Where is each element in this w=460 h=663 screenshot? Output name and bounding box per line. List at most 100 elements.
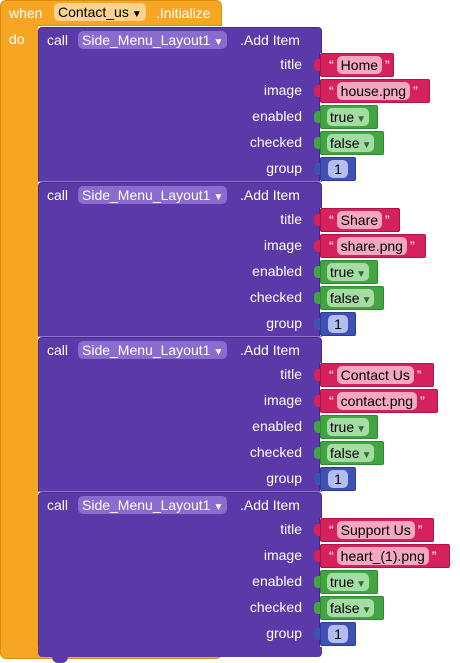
- string-value[interactable]: house.png: [336, 82, 411, 100]
- string-socket-plug: [314, 395, 320, 407]
- param-label-checked: checked: [249, 134, 302, 150]
- string-value[interactable]: Home: [336, 56, 383, 74]
- param-label-group: group: [266, 625, 302, 641]
- call-block-body: [38, 518, 320, 647]
- string-socket-plug: [314, 59, 320, 71]
- string-block-title[interactable]: “Contact Us”: [320, 363, 434, 387]
- boolean-block-checked[interactable]: false ▼: [320, 286, 384, 310]
- boolean-block-enabled[interactable]: true ▼: [320, 105, 378, 129]
- triangle-down-icon: ▼: [213, 37, 224, 48]
- number-value[interactable]: 1: [328, 315, 348, 333]
- number-value[interactable]: 1: [328, 160, 348, 178]
- call-label: call: [47, 342, 69, 358]
- param-label-image: image: [263, 82, 302, 98]
- boolean-dropdown[interactable]: true ▼: [327, 418, 370, 436]
- event-block-body: [0, 25, 38, 647]
- string-socket-plug: [314, 550, 320, 562]
- boolean-socket-plug: [314, 266, 320, 278]
- param-label-title: title: [280, 211, 302, 227]
- triangle-down-icon: ▼: [356, 579, 367, 590]
- boolean-value: true: [330, 419, 355, 435]
- string-value[interactable]: Contact Us: [336, 366, 414, 384]
- component-dropdown[interactable]: Side_Menu_Layout1 ▼: [78, 31, 228, 49]
- triangle-down-icon: ▼: [356, 269, 367, 280]
- param-label-image: image: [263, 547, 302, 563]
- open-quote: “: [329, 212, 334, 228]
- open-quote: “: [329, 548, 334, 564]
- param-label-group: group: [266, 315, 302, 331]
- open-quote: “: [329, 393, 334, 409]
- triangle-down-icon: ▼: [131, 9, 142, 20]
- string-block-image[interactable]: “heart_(1).png”: [320, 544, 450, 568]
- call-block-body: [38, 208, 320, 337]
- boolean-socket-plug: [314, 292, 320, 304]
- string-block-image[interactable]: “contact.png”: [320, 389, 438, 413]
- boolean-dropdown[interactable]: true ▼: [327, 108, 370, 126]
- string-block-title[interactable]: “Support Us”: [320, 518, 434, 542]
- string-value[interactable]: heart_(1).png: [336, 547, 429, 565]
- string-value[interactable]: share.png: [336, 237, 407, 255]
- string-block-title[interactable]: “Share”: [320, 208, 400, 232]
- boolean-block-enabled[interactable]: true ▼: [320, 260, 378, 284]
- boolean-block-checked[interactable]: false ▼: [320, 131, 384, 155]
- event-component-name: Contact_us: [58, 4, 129, 20]
- param-label-checked: checked: [249, 599, 302, 615]
- number-block-group[interactable]: 1: [320, 312, 356, 336]
- method-label: .Add Item: [240, 32, 300, 48]
- param-label-image: image: [263, 392, 302, 408]
- method-label: .Add Item: [240, 497, 300, 513]
- open-quote: “: [329, 83, 334, 99]
- boolean-dropdown[interactable]: false ▼: [327, 289, 375, 307]
- call-block-body: [38, 53, 320, 182]
- triangle-down-icon: ▼: [213, 502, 224, 513]
- triangle-down-icon: ▼: [361, 605, 372, 616]
- param-label-image: image: [263, 237, 302, 253]
- do-label: do: [9, 31, 25, 47]
- triangle-down-icon: ▼: [361, 295, 372, 306]
- boolean-block-enabled[interactable]: true ▼: [320, 415, 378, 439]
- when-label: when: [9, 5, 43, 21]
- param-label-title: title: [280, 521, 302, 537]
- string-value[interactable]: contact.png: [336, 392, 418, 410]
- component-name: Side_Menu_Layout1: [82, 187, 211, 203]
- boolean-block-enabled[interactable]: true ▼: [320, 570, 378, 594]
- number-block-group[interactable]: 1: [320, 157, 356, 181]
- number-socket-plug: [314, 628, 320, 640]
- boolean-dropdown[interactable]: false ▼: [327, 599, 375, 617]
- boolean-dropdown[interactable]: false ▼: [327, 444, 375, 462]
- component-dropdown[interactable]: Side_Menu_Layout1 ▼: [78, 496, 228, 514]
- param-label-checked: checked: [249, 444, 302, 460]
- param-label-checked: checked: [249, 289, 302, 305]
- number-value[interactable]: 1: [328, 625, 348, 643]
- boolean-dropdown[interactable]: true ▼: [327, 263, 370, 281]
- boolean-socket-plug: [314, 421, 320, 433]
- event-component-dropdown[interactable]: Contact_us ▼: [54, 3, 146, 21]
- number-value[interactable]: 1: [328, 470, 348, 488]
- boolean-dropdown[interactable]: true ▼: [327, 573, 370, 591]
- string-value[interactable]: Support Us: [336, 521, 415, 539]
- triangle-down-icon: ▼: [361, 140, 372, 151]
- call-block-bottom: [38, 647, 322, 657]
- boolean-value: true: [330, 264, 355, 280]
- close-quote: ”: [416, 367, 422, 383]
- boolean-dropdown[interactable]: false ▼: [327, 134, 375, 152]
- component-dropdown[interactable]: Side_Menu_Layout1 ▼: [78, 186, 228, 204]
- component-dropdown[interactable]: Side_Menu_Layout1 ▼: [78, 341, 228, 359]
- component-name: Side_Menu_Layout1: [82, 32, 211, 48]
- close-quote: ”: [413, 83, 418, 99]
- param-label-group: group: [266, 470, 302, 486]
- number-block-group[interactable]: 1: [320, 467, 356, 491]
- boolean-socket-plug: [314, 576, 320, 588]
- string-value[interactable]: Share: [336, 211, 383, 229]
- method-label: .Add Item: [240, 187, 300, 203]
- number-block-group[interactable]: 1: [320, 622, 356, 646]
- string-block-image[interactable]: “house.png”: [320, 79, 430, 103]
- triangle-down-icon: ▼: [213, 347, 224, 358]
- string-block-image[interactable]: “share.png”: [320, 234, 426, 258]
- boolean-socket-plug: [314, 137, 320, 149]
- boolean-block-checked[interactable]: false ▼: [320, 441, 384, 465]
- triangle-down-icon: ▼: [361, 450, 372, 461]
- boolean-socket-plug: [314, 602, 320, 614]
- string-block-title[interactable]: “Home”: [320, 53, 394, 77]
- boolean-block-checked[interactable]: false ▼: [320, 596, 384, 620]
